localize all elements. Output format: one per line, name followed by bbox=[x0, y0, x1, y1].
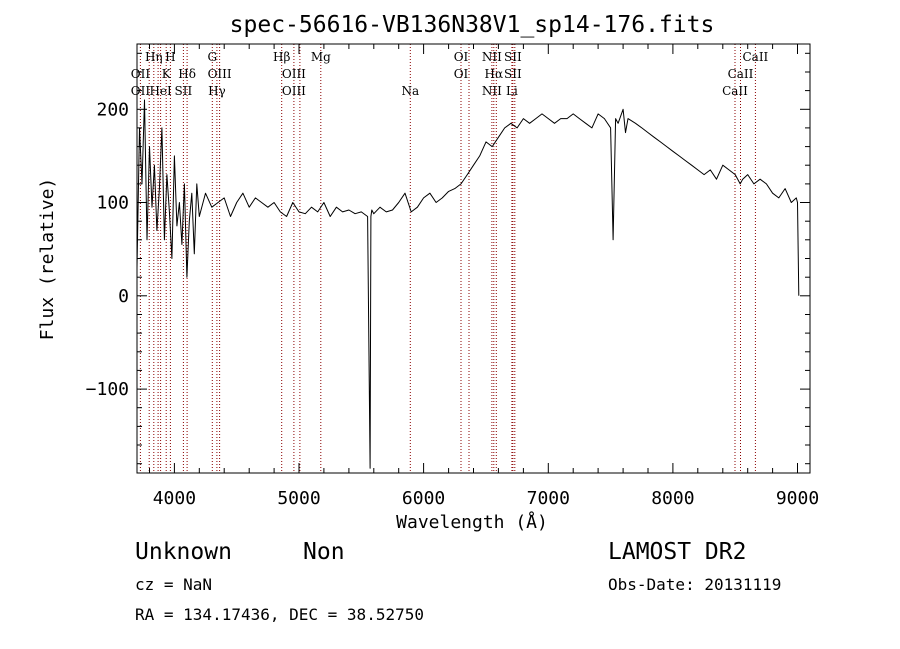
line-label-9: OIII bbox=[208, 67, 232, 81]
line-label-16: OI bbox=[454, 50, 469, 64]
line-label-1: H bbox=[165, 50, 175, 64]
line-label-8: G bbox=[208, 50, 218, 64]
line-label-20: Hα bbox=[485, 67, 504, 81]
x-tick-label-3: 7000 bbox=[527, 488, 570, 509]
line-label-24: CaII bbox=[742, 50, 768, 64]
x-tick-label-2: 6000 bbox=[402, 488, 445, 509]
spectrum-line-0 bbox=[136, 99, 800, 469]
line-label-19: SII bbox=[504, 50, 522, 64]
line-label-11: Hβ bbox=[273, 50, 290, 64]
plot-frame bbox=[136, 43, 811, 474]
y-axis-label: Flux (relative) bbox=[37, 178, 58, 341]
line-label-6: HeI bbox=[149, 84, 172, 98]
x-tick-label-1: 5000 bbox=[277, 488, 320, 509]
x-tick-label-0: 4000 bbox=[153, 488, 196, 509]
line-label-2: OII bbox=[131, 67, 151, 81]
x-axis-label: Wavelength (Å) bbox=[396, 511, 548, 533]
line-label-15: Na bbox=[401, 84, 419, 98]
line-label-13: OIII bbox=[282, 84, 306, 98]
line-label-14: Mg bbox=[311, 50, 331, 64]
line-label-23: Li bbox=[506, 84, 518, 98]
coordinates: RA = 134.17436, DEC = 38.52750 bbox=[135, 605, 424, 624]
line-label-26: CaII bbox=[722, 84, 748, 98]
line-label-22: NII bbox=[482, 84, 502, 98]
line-label-21: SII bbox=[504, 67, 522, 81]
line-label-18: NII bbox=[482, 50, 502, 64]
y-tick-label-1: 0 bbox=[118, 286, 129, 307]
spectrum-series bbox=[136, 99, 800, 469]
observation-date: Obs-Date: 20131119 bbox=[608, 575, 782, 594]
line-label-0: Hη bbox=[145, 50, 163, 64]
y-tick-label-2: 100 bbox=[96, 193, 129, 214]
object-class: Unknown bbox=[135, 539, 232, 565]
line-label-4: Hδ bbox=[178, 67, 196, 81]
survey-name: LAMOST DR2 bbox=[608, 539, 747, 565]
line-label-12: OIII bbox=[282, 67, 306, 81]
x-tick-label-4: 8000 bbox=[651, 488, 694, 509]
chart-title: spec-56616-VB136N38V1_sp14-176.fits bbox=[230, 12, 715, 38]
x-axis: 4000 5000 6000 7000 8000 9000 bbox=[149, 44, 819, 509]
y-tick-label-3: 200 bbox=[96, 99, 129, 120]
line-label-17: OI bbox=[454, 67, 469, 81]
y-axis: −100 0 100 200 bbox=[86, 52, 810, 465]
line-label-7: SII bbox=[175, 84, 193, 98]
y-tick-label-0: −100 bbox=[86, 379, 129, 400]
redshift-cz: cz = NaN bbox=[135, 575, 213, 594]
line-label-10: Hγ bbox=[208, 84, 226, 98]
x-tick-label-5: 9000 bbox=[776, 488, 819, 509]
emission-line-markers bbox=[139, 44, 756, 473]
line-label-25: CaII bbox=[728, 67, 754, 81]
object-subclass: Non bbox=[303, 539, 345, 565]
line-label-3: K bbox=[162, 67, 172, 81]
